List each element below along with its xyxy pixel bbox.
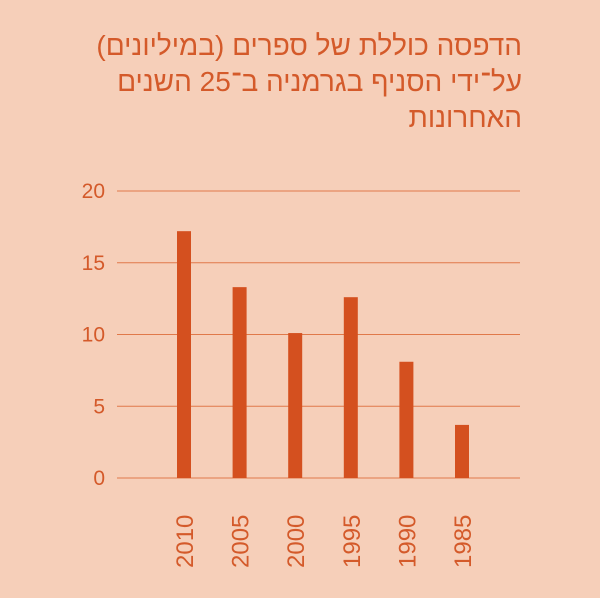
bar-2005 — [232, 287, 247, 478]
x-tick-label-2010: 2010 — [172, 515, 199, 568]
bar-1995 — [343, 297, 358, 478]
y-tick-label: 15 — [82, 252, 105, 275]
y-tick-label: 5 — [93, 395, 105, 418]
y-tick-label: 20 — [82, 180, 105, 203]
x-axis: 2010 2005 2000 1995 1990 1985 — [172, 515, 477, 568]
bar-2000 — [288, 333, 303, 478]
bar-1990 — [399, 361, 414, 478]
bar-1985 — [455, 424, 469, 478]
x-tick-label-2000: 2000 — [283, 515, 310, 568]
y-tick-label: 10 — [82, 324, 105, 347]
y-tick-label: 0 — [93, 467, 105, 490]
x-tick-label-2005: 2005 — [228, 515, 255, 568]
bars — [177, 231, 469, 478]
chart-title: הדפסה כוללת של ספרים (במיליונים) על־ידי … — [96, 30, 522, 133]
y-axis: 0 5 10 15 20 — [82, 180, 105, 490]
bar-2010 — [177, 231, 191, 478]
x-tick-label-1985: 1985 — [450, 515, 477, 568]
x-tick-label-1995: 1995 — [339, 515, 366, 568]
x-tick-label-1990: 1990 — [394, 515, 421, 568]
